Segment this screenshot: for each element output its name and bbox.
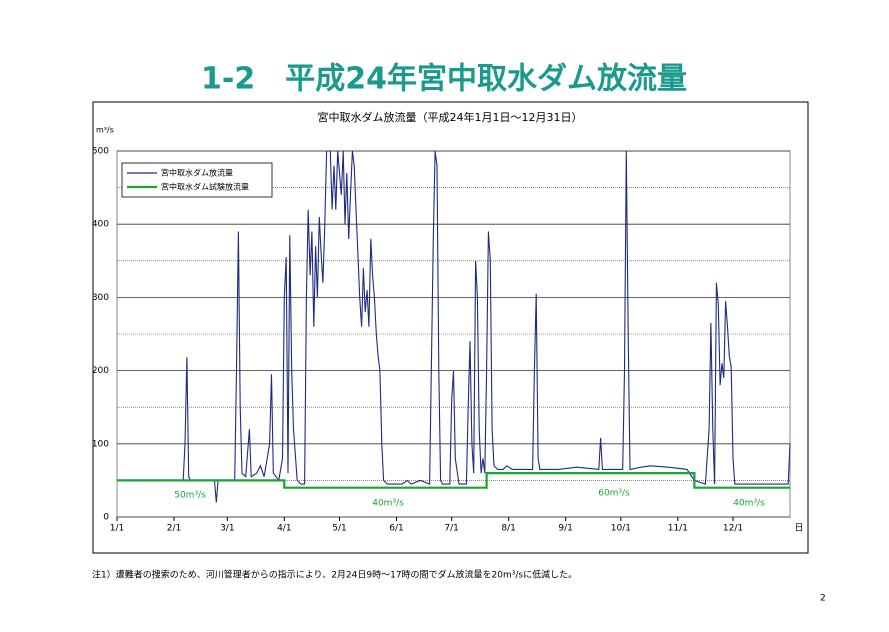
y-tick-label: 300 [92,293,109,303]
x-tick-label: 9/1 [558,524,572,534]
x-tick-label: 10/1 [611,524,631,534]
y-unit: m³/s [96,126,114,135]
x-tick-label: 4/1 [277,524,291,534]
slide-title: 1-2 平成24年宮中取水ダム放流量 [201,62,687,97]
x-tick-label: 11/1 [668,524,688,534]
y-tick-label: 200 [92,366,109,376]
y-tick-label: 0 [103,513,109,523]
x-tick-label: 5/1 [332,524,346,534]
legend-box [121,162,273,198]
footnote: 注1）遭難者の捜索のため、河川管理者からの指示により、2月24日9時～17時の間… [92,569,577,581]
y-tick-label: 100 [92,439,109,449]
y-tick-label: 500 [92,147,109,157]
page-number: 2 [820,594,826,604]
legend-label: 宮中取水ダム放流量 [161,168,233,178]
x-tick-label: 3/1 [220,524,234,534]
y-tick-label: 400 [92,220,109,230]
x-tick-label: 2/1 [167,524,181,534]
annotation: 50m³/s [174,491,206,501]
x-tick-label: 7/1 [444,524,458,534]
annotation: 60m³/s [598,489,630,499]
chart-title: 宮中取水ダム放流量（平成24年1月1日～12月31日） [318,110,583,124]
series-line [117,472,790,489]
legend-label: 宮中取水ダム試験放流量 [161,182,249,192]
x-tick-label: 8/1 [501,524,515,534]
x-tick-label: 12/1 [723,524,743,534]
x-axis-label: 日 [794,523,803,534]
annotation: 40m³/s [372,499,404,509]
annotation: 40m³/s [733,499,765,509]
series-line [117,150,791,503]
x-tick-label: 1/1 [110,524,124,534]
x-tick-label: 6/1 [389,524,403,534]
